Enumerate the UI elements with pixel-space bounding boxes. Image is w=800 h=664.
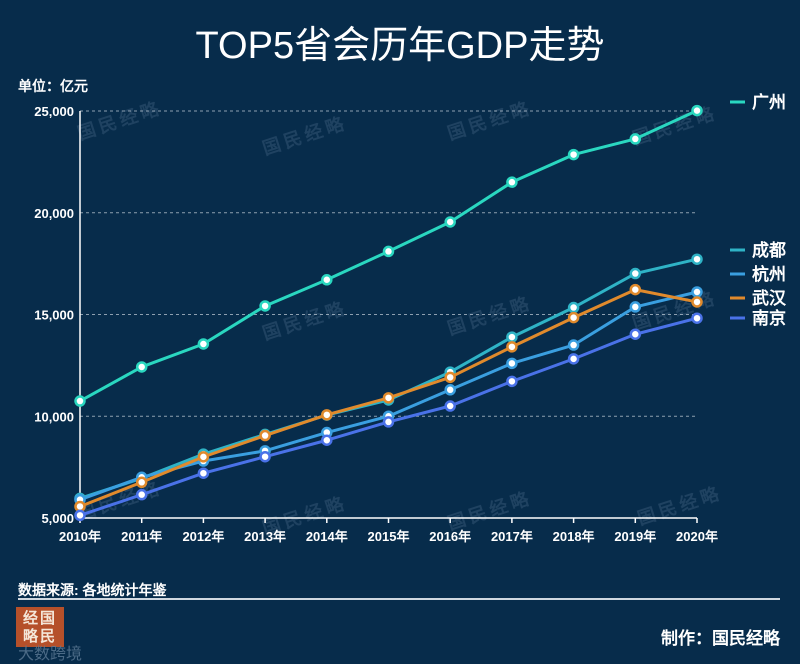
y-tick-label: 20,000 xyxy=(34,206,74,221)
data-point xyxy=(506,341,518,353)
watermark-text: 国民经略 xyxy=(75,97,165,145)
watermark-text: 国民经略 xyxy=(445,487,535,535)
data-point xyxy=(629,301,642,313)
data-point xyxy=(567,353,580,365)
data-point xyxy=(567,339,580,351)
data-point xyxy=(691,104,703,117)
unit-label: 单位：亿元 xyxy=(18,78,88,94)
data-point xyxy=(382,392,395,404)
data-point xyxy=(135,488,148,501)
data-point xyxy=(629,133,642,145)
watermark-text: 国民经略 xyxy=(635,482,725,530)
data-point xyxy=(506,176,518,188)
data-point xyxy=(444,384,456,396)
data-point xyxy=(382,416,395,428)
x-tick-label: 2015年 xyxy=(368,529,410,544)
data-point xyxy=(506,375,518,388)
data-point xyxy=(567,311,580,324)
data-point xyxy=(197,451,210,463)
chart-title: TOP5省会历年GDP走势 xyxy=(195,25,605,67)
y-tick-label: 25,000 xyxy=(34,104,74,119)
data-point xyxy=(506,357,518,370)
legend-label: 武汉 xyxy=(752,288,787,308)
legend-label: 杭州 xyxy=(752,264,786,284)
data-point xyxy=(197,338,210,350)
data-point xyxy=(629,267,642,280)
source-label: 数据来源: 各地统计年鉴 xyxy=(18,582,167,598)
data-point xyxy=(629,328,642,340)
data-point xyxy=(321,434,333,446)
x-tick-label: 2014年 xyxy=(306,529,348,544)
x-tick-label: 2019年 xyxy=(614,529,656,544)
data-point xyxy=(691,312,703,324)
data-point xyxy=(444,400,456,412)
x-tick-label: 2020年 xyxy=(676,529,718,544)
watermark-text: 国民经略 xyxy=(630,287,720,335)
data-point xyxy=(259,450,271,463)
data-point xyxy=(567,148,580,161)
x-tick-label: 2016年 xyxy=(429,529,471,544)
data-point xyxy=(135,361,148,373)
legend-label: 成都 xyxy=(752,240,786,260)
data-point xyxy=(74,509,86,522)
data-point xyxy=(691,286,703,298)
data-point xyxy=(629,283,642,296)
series-line-2 xyxy=(79,257,698,500)
data-point xyxy=(567,301,580,314)
legend-label: 广州 xyxy=(752,92,786,112)
data-point xyxy=(444,371,456,384)
footer-watermark: 大数跨境 xyxy=(18,646,83,663)
credit-label: 制作：国民经略 xyxy=(661,629,780,648)
data-point xyxy=(197,467,210,479)
data-point xyxy=(382,245,395,258)
data-point xyxy=(321,409,333,421)
watermark-text: 国民经略 xyxy=(630,102,720,150)
watermark-text: 国民经略 xyxy=(260,112,350,160)
x-tick-label: 2018年 xyxy=(553,529,595,544)
x-tick-label: 2011年 xyxy=(121,529,162,544)
x-tick-label: 2013年 xyxy=(244,529,286,544)
data-point xyxy=(691,253,703,265)
data-point xyxy=(691,296,703,308)
data-point xyxy=(259,300,271,312)
brand-logo: 经国略民 xyxy=(16,607,64,647)
data-point xyxy=(74,395,86,407)
watermark-text: 国民经略 xyxy=(445,97,535,145)
x-tick-label: 2017年 xyxy=(491,529,533,544)
x-tick-label: 2012年 xyxy=(182,529,224,544)
footer-divider xyxy=(18,598,780,600)
data-point xyxy=(506,331,518,343)
data-point xyxy=(444,216,456,228)
x-tick-label: 2010年 xyxy=(59,529,101,544)
data-point xyxy=(259,429,271,442)
y-tick-label: 10,000 xyxy=(34,409,74,424)
legend-label: 南京 xyxy=(752,308,786,328)
y-tick-label: 15,000 xyxy=(34,308,74,323)
y-tick-label: 5,000 xyxy=(41,511,74,526)
data-point xyxy=(135,476,148,489)
data-point xyxy=(321,274,333,286)
